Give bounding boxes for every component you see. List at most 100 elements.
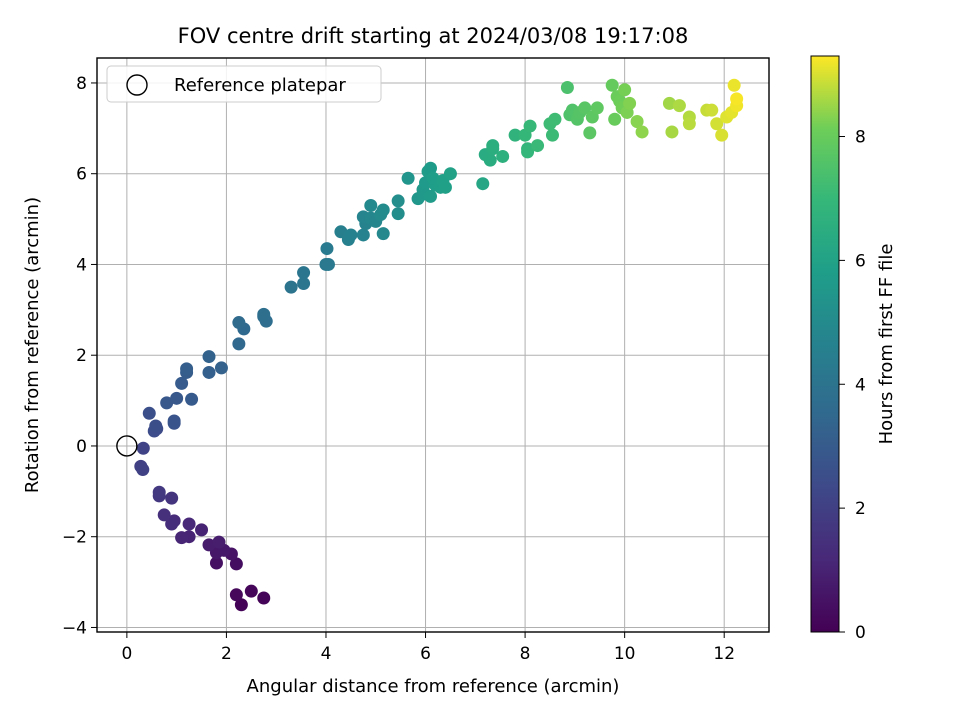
data-point — [202, 350, 216, 364]
chart-title: FOV centre drift starting at 2024/03/08 … — [178, 24, 689, 48]
colorbar-label: Hours from first FF file — [876, 244, 897, 445]
data-point — [483, 153, 497, 167]
x-tick-label: 12 — [713, 644, 735, 664]
data-point — [165, 491, 179, 505]
data-point — [212, 535, 226, 549]
data-point — [257, 591, 271, 605]
data-point — [391, 207, 405, 221]
data-point — [320, 242, 334, 256]
data-point — [160, 396, 174, 410]
data-point — [232, 337, 246, 351]
reference-marker — [116, 435, 138, 457]
x-tick-label: 10 — [614, 644, 636, 664]
colorbar-tick-label: 8 — [855, 128, 866, 148]
data-point — [486, 139, 500, 153]
data-point — [229, 557, 243, 571]
data-point — [149, 419, 163, 433]
plot-frame — [96, 57, 770, 633]
reference-point — [116, 435, 138, 457]
data-point — [182, 517, 196, 531]
data-point — [705, 103, 719, 117]
data-point — [476, 177, 490, 191]
data-point — [214, 361, 228, 375]
data-point — [630, 115, 644, 129]
legend-reference-label: Reference platepar — [174, 75, 346, 96]
data-point — [185, 392, 199, 406]
data-point — [364, 198, 378, 212]
data-point — [257, 307, 271, 321]
y-tick-label: 4 — [76, 255, 87, 275]
data-point — [356, 228, 370, 242]
data-point — [167, 414, 181, 428]
y-axis-label: Rotation from reference (arcmin) — [22, 197, 43, 493]
data-point — [730, 92, 744, 106]
data-point — [136, 441, 150, 455]
data-point — [496, 149, 510, 163]
data-point — [438, 180, 452, 194]
data-point — [424, 161, 438, 175]
data-point — [545, 128, 559, 142]
data-point — [531, 139, 545, 153]
data-point — [229, 588, 243, 602]
legend: Reference platepar — [106, 65, 382, 103]
data-point — [157, 508, 171, 522]
colorbar-tick-label: 6 — [855, 251, 866, 271]
y-tick-label: 6 — [76, 165, 87, 185]
data-point — [583, 126, 597, 140]
data-point — [560, 80, 574, 94]
data-point — [635, 125, 649, 139]
y-tick-label: −2 — [62, 528, 87, 548]
data-point — [391, 194, 405, 208]
data-point — [344, 228, 358, 242]
data-point — [682, 117, 696, 131]
legend-box — [106, 65, 382, 103]
data-point — [232, 316, 246, 330]
x-tick-label: 8 — [520, 644, 531, 664]
data-point — [508, 128, 522, 142]
data-point — [142, 406, 156, 420]
data-point — [710, 117, 724, 131]
colorbar-ticks: 0 2 4 6 8 — [839, 128, 866, 643]
x-tick-label: 2 — [221, 644, 232, 664]
data-point — [662, 96, 676, 110]
data-points — [134, 78, 744, 612]
data-point — [202, 538, 216, 552]
data-point — [321, 257, 335, 271]
data-point — [424, 189, 438, 203]
data-point — [297, 266, 311, 280]
colorbar — [810, 55, 840, 633]
data-point — [590, 101, 604, 115]
data-point — [578, 101, 592, 115]
data-point — [618, 83, 632, 97]
data-point — [136, 463, 150, 477]
data-point — [665, 125, 679, 139]
colorbar-tick-label: 4 — [855, 375, 866, 395]
y-tick-label: 2 — [76, 346, 87, 366]
x-axis-ticks: 0 2 4 6 8 10 12 — [121, 632, 735, 664]
data-point — [715, 128, 729, 142]
data-point — [195, 523, 209, 537]
y-tick-label: −4 — [62, 618, 87, 638]
colorbar-tick-label: 0 — [855, 623, 866, 643]
data-point — [180, 362, 194, 376]
data-point — [443, 167, 457, 181]
y-tick-label: 8 — [76, 74, 87, 94]
colorbar-tick-label: 2 — [855, 499, 866, 519]
x-tick-label: 4 — [321, 644, 332, 664]
data-point — [284, 280, 298, 294]
data-point — [426, 171, 440, 185]
data-point — [608, 112, 622, 126]
data-point — [175, 531, 189, 545]
data-point — [202, 365, 216, 379]
data-point — [548, 112, 562, 126]
x-axis-label: Angular distance from reference (arcmin) — [247, 676, 620, 697]
data-point — [523, 119, 537, 133]
data-point — [376, 227, 390, 241]
data-point — [234, 598, 248, 612]
legend-reference-marker-icon — [126, 74, 148, 96]
data-point — [521, 145, 535, 159]
data-point — [672, 99, 686, 113]
data-point — [165, 517, 179, 531]
data-point — [605, 78, 619, 92]
